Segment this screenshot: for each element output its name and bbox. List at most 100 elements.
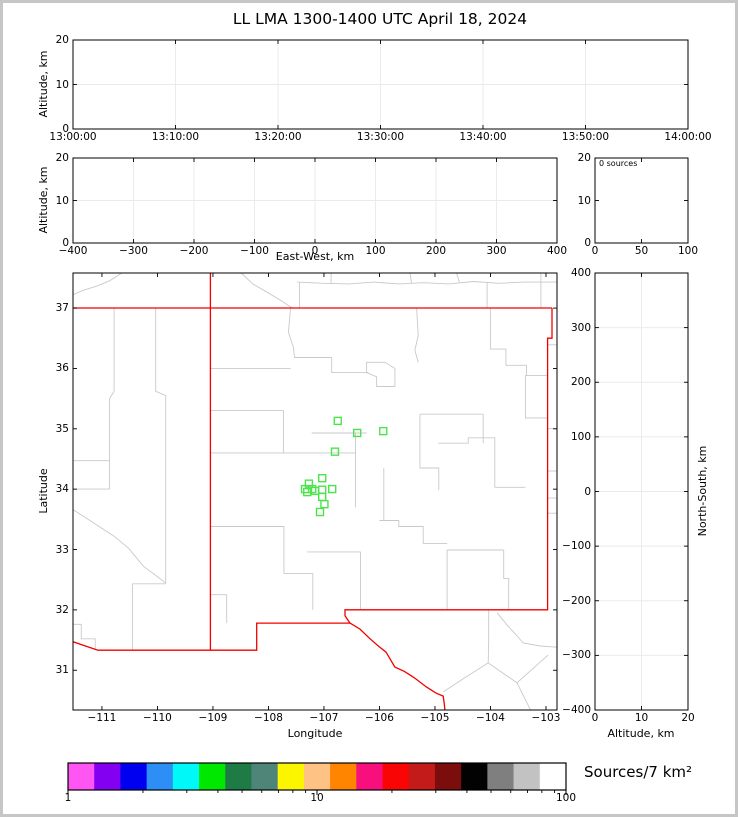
county-line xyxy=(503,550,510,610)
x-tick-label: −400 xyxy=(58,245,88,257)
map-ylabel: Latitude xyxy=(36,468,50,514)
y-tick-label: 300 xyxy=(570,321,591,334)
colorbar-segment xyxy=(434,763,462,790)
x-tick-label: −111 xyxy=(87,712,117,724)
x-tick-label: 50 xyxy=(634,245,649,257)
county-line xyxy=(419,414,440,491)
x-tick-label: 0 xyxy=(311,245,319,257)
ns-height-ylabel: North-South, km xyxy=(695,445,709,537)
lma-station-marker xyxy=(379,426,388,436)
x-tick-label: −200 xyxy=(179,245,209,257)
y-tick-label: 31 xyxy=(55,663,69,676)
x-tick-label: 10 xyxy=(634,712,649,724)
x-tick-label: −108 xyxy=(254,712,283,724)
lma-station-marker xyxy=(333,416,342,426)
x-tick-label: 100 xyxy=(555,792,577,804)
county-line xyxy=(240,273,293,309)
colorbar-segment xyxy=(251,763,279,790)
y-tick-label: −100 xyxy=(562,539,591,552)
colorbar-segment xyxy=(382,763,410,790)
colorbar-segment xyxy=(172,763,200,790)
x-tick-label: 100 xyxy=(677,245,699,257)
county-line xyxy=(109,308,115,490)
y-tick-label: 36 xyxy=(55,362,69,375)
lma-station-marker xyxy=(303,487,312,497)
colorbar-segment xyxy=(199,763,226,790)
lma-station-marker xyxy=(315,507,325,517)
colorbar-segment xyxy=(356,763,383,790)
lma-station-marker xyxy=(320,499,329,509)
lma-station-marker xyxy=(330,447,340,456)
x-tick-label: 13:10:00 xyxy=(151,131,200,143)
source-count-annotation: 0 sources xyxy=(599,159,638,168)
y-tick-label: 34 xyxy=(55,482,69,495)
x-tick-label: −104 xyxy=(476,712,505,724)
lma-station-marker xyxy=(328,484,337,494)
county-line xyxy=(516,682,531,710)
x-tick-label: −106 xyxy=(365,712,394,724)
county-line xyxy=(297,281,557,285)
figure-title: LL LMA 1300-1400 UTC April 18, 2024 xyxy=(232,10,528,28)
colorbar-segment xyxy=(408,763,436,790)
colorbar-segment xyxy=(539,763,567,790)
lma-station-marker xyxy=(318,485,327,494)
x-tick-label: 13:20:00 xyxy=(254,131,302,143)
county-line xyxy=(331,357,369,374)
y-tick-label: 10 xyxy=(577,194,591,207)
y-tick-label: 0 xyxy=(584,236,591,249)
colorbar-segment xyxy=(120,763,148,790)
x-tick-label: 20 xyxy=(681,712,695,724)
county-line xyxy=(210,410,284,453)
ew-height-xlabel: East-West, km xyxy=(275,250,355,263)
colorbar-segment xyxy=(68,763,95,790)
y-tick-label: 10 xyxy=(55,78,69,91)
x-tick-label: −105 xyxy=(420,712,450,724)
lma-station-marker xyxy=(318,474,327,483)
state-border xyxy=(349,622,446,710)
x-tick-label: 10 xyxy=(310,792,324,804)
y-tick-label: −400 xyxy=(562,703,591,716)
lma-station-marker xyxy=(310,486,320,496)
colorbar-segment xyxy=(277,763,305,790)
time-height-ylabel: Altitude, km xyxy=(36,50,50,118)
county-line xyxy=(442,662,489,693)
x-tick-label: −300 xyxy=(119,245,148,257)
x-tick-label: 300 xyxy=(486,245,507,257)
county-line xyxy=(155,308,167,584)
county-line xyxy=(283,573,314,610)
county-line xyxy=(210,526,285,574)
county-line xyxy=(489,308,548,377)
colorbar-segment xyxy=(461,763,488,790)
y-tick-label: 0 xyxy=(584,485,591,498)
county-line xyxy=(524,375,548,419)
x-tick-label: 13:40:00 xyxy=(459,131,507,143)
y-tick-label: 35 xyxy=(55,422,69,435)
ns-height-xlabel: Altitude, km xyxy=(607,727,675,740)
x-tick-label: 14:00:00 xyxy=(664,131,712,143)
y-tick-label: 20 xyxy=(577,151,591,164)
y-tick-label: 0 xyxy=(62,236,69,249)
state-border xyxy=(73,308,553,651)
colorbar-segment xyxy=(146,763,174,790)
county-line xyxy=(487,609,490,663)
y-tick-label: −300 xyxy=(562,649,591,662)
colorbar-segment xyxy=(94,763,121,790)
y-tick-label: −200 xyxy=(562,594,591,607)
x-tick-label: 200 xyxy=(425,245,447,257)
x-tick-label: −110 xyxy=(143,712,172,724)
y-tick-label: 0 xyxy=(62,122,69,135)
county-line xyxy=(73,623,96,651)
y-tick-label: 10 xyxy=(55,194,69,207)
y-tick-label: 400 xyxy=(570,266,591,279)
x-tick-label: −107 xyxy=(309,712,339,724)
panel-frame xyxy=(72,272,558,711)
county-line xyxy=(438,437,496,488)
x-tick-label: 0 xyxy=(591,245,599,257)
lma-station-marker xyxy=(352,428,362,438)
colorbar-segment xyxy=(303,763,331,790)
county-line xyxy=(366,361,396,387)
y-tick-label: 20 xyxy=(55,33,69,46)
colorbar-segment xyxy=(513,763,541,790)
